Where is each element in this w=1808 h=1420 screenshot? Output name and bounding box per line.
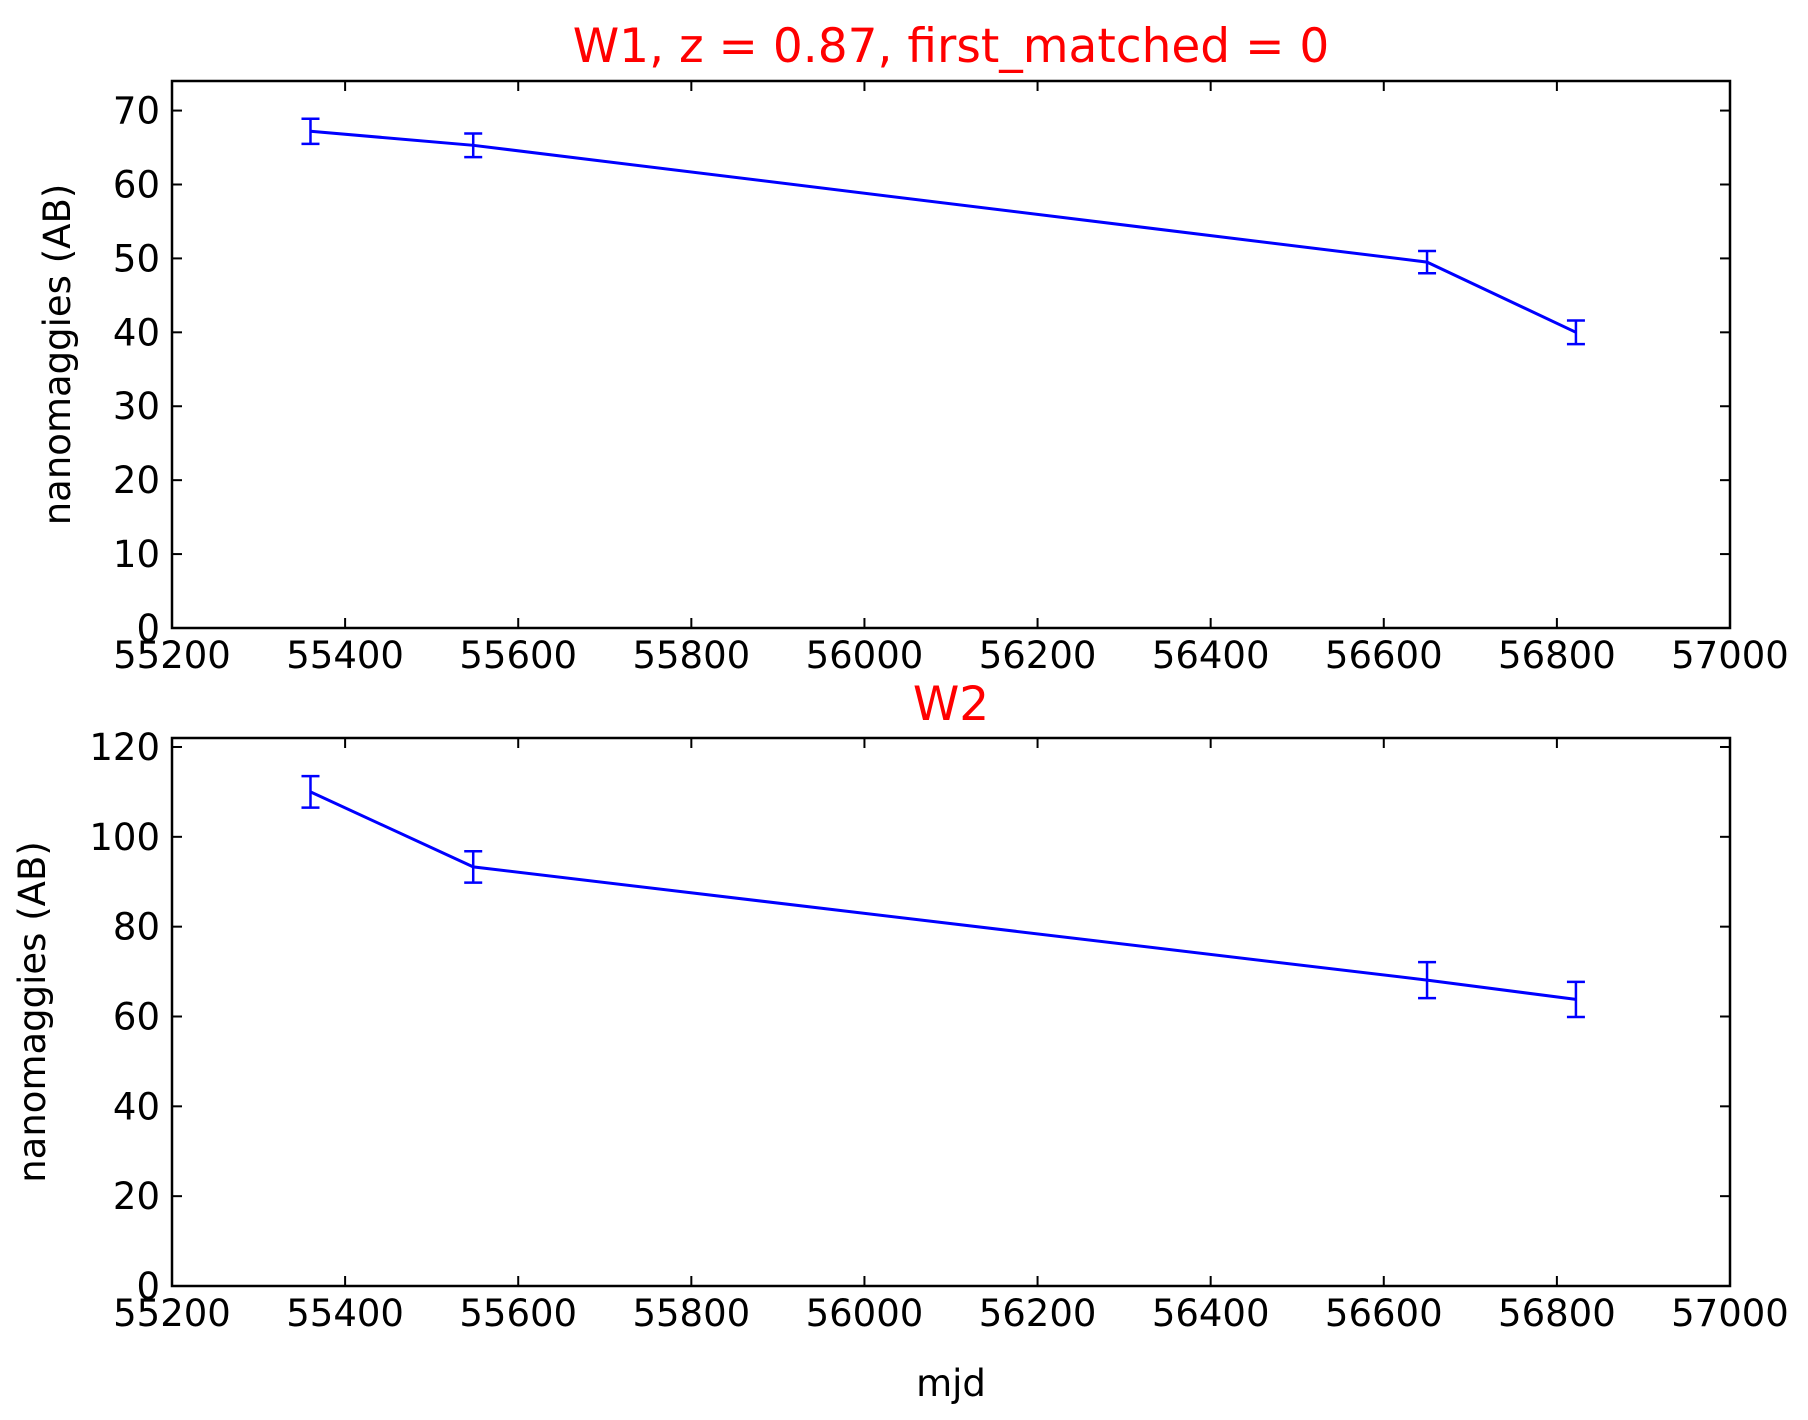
y-axis-label: nanomaggies (AB) [36,184,79,526]
y-tick-label: 120 [89,726,160,769]
x-tick-label: 56600 [1325,1292,1443,1335]
series-line [310,129,1577,334]
x-tick-label: 55800 [632,1292,750,1335]
y-tick-label: 10 [113,533,160,576]
x-axis-label: mjd [916,1362,986,1405]
y-tick-label: 100 [89,816,160,859]
x-tick-label: 56200 [979,1292,1097,1335]
x-tick-label: 57000 [1671,634,1789,677]
chart-title: W2 [913,677,989,732]
x-tick-label: 55200 [113,1292,231,1335]
x-tick-label: 55200 [113,634,231,677]
y-tick-label: 60 [113,163,160,206]
chart-title: W1, z = 0.87, first_matched = 0 [573,19,1330,74]
y-axis-label: nanomaggies (AB) [11,841,54,1183]
x-tick-label: 56600 [1325,634,1443,677]
series-line [309,790,1577,1001]
x-tick-label: 56000 [806,1292,924,1335]
w2-panel: W2 55200 55400 55600 55800 56000 56200 56400 566… [11,677,1789,1405]
x-tick-label: 55400 [286,634,404,677]
x-tick-label: 55600 [459,1292,577,1335]
plot-frame [170,736,1732,1288]
x-tick-label: 56000 [806,634,924,677]
x-tick-label: 55800 [632,634,750,677]
y-tick-label: 20 [113,1175,160,1218]
y-tick-label: 40 [113,1085,160,1128]
w1-panel: W1, z = 0.87, first_matched = 0 55200 5540… [36,19,1789,677]
y-tick-label: 0 [136,607,160,650]
x-tick-label: 56400 [1152,634,1270,677]
x-tick-label: 56200 [979,634,1097,677]
x-tick-label: 55400 [286,1292,404,1335]
y-tick-label: 60 [113,995,160,1038]
y-tick-label: 80 [113,906,160,949]
x-tick-label: 57000 [1671,1292,1789,1335]
x-tick-label: 56800 [1498,634,1616,677]
y-tick-label: 40 [113,311,160,354]
y-tick-label: 20 [113,459,160,502]
x-tick-label: 56800 [1498,1292,1616,1335]
y-tick-label: 50 [113,237,160,280]
x-tick-label: 56400 [1152,1292,1270,1335]
y-tick-label: 70 [113,90,160,133]
plot-frame [170,79,1732,630]
y-tick-label: 0 [136,1265,160,1308]
x-tick-label: 55600 [459,634,577,677]
y-tick-label: 30 [113,385,160,428]
